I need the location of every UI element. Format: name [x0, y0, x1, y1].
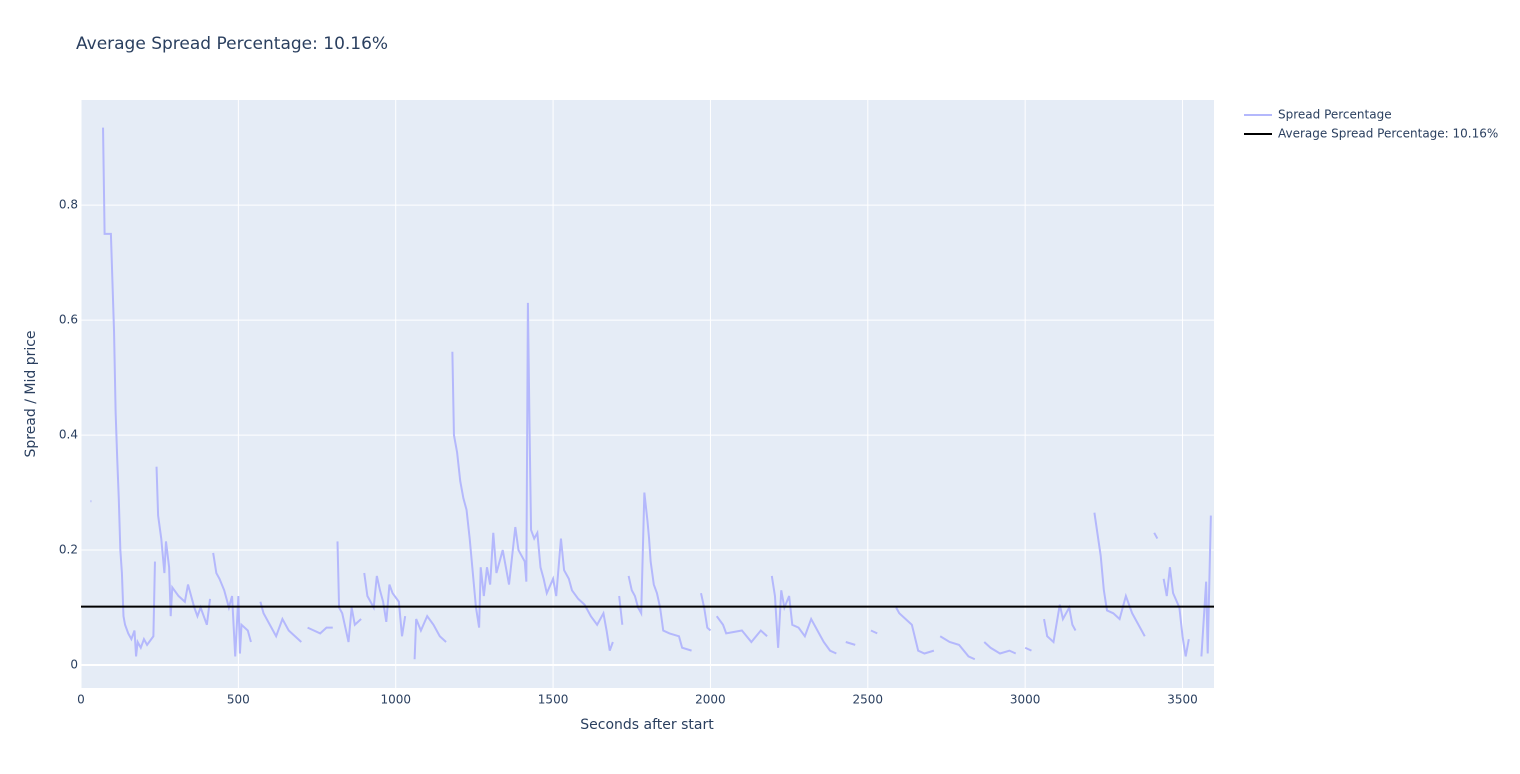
x-tick-label: 2000: [695, 693, 726, 707]
x-tick-label: 500: [227, 693, 250, 707]
y-axis-title: Spread / Mid price: [23, 330, 39, 457]
plot-area: [81, 100, 1214, 688]
y-tick-label: 0.2: [59, 543, 78, 557]
series-line: [90, 127, 1212, 661]
x-tick-label: 0: [77, 693, 85, 707]
x-tick-label: 2500: [853, 693, 884, 707]
x-tick-label: 3500: [1167, 693, 1198, 707]
y-tick-label: 0.4: [59, 428, 78, 442]
chart-title: Average Spread Percentage: 10.16%: [76, 34, 388, 54]
x-tick-label: 3000: [1010, 693, 1041, 707]
y-tick-label: 0.8: [59, 198, 78, 212]
x-tick-label: 1500: [538, 693, 569, 707]
x-axis-title: Seconds after start: [580, 717, 714, 733]
legend-label: Spread Percentage: [1278, 108, 1392, 122]
x-tick-label: 1000: [380, 693, 411, 707]
y-tick-label: 0.6: [59, 313, 78, 327]
legend-label: Average Spread Percentage: 10.16%: [1278, 127, 1498, 141]
y-tick-label: 0: [70, 658, 78, 672]
